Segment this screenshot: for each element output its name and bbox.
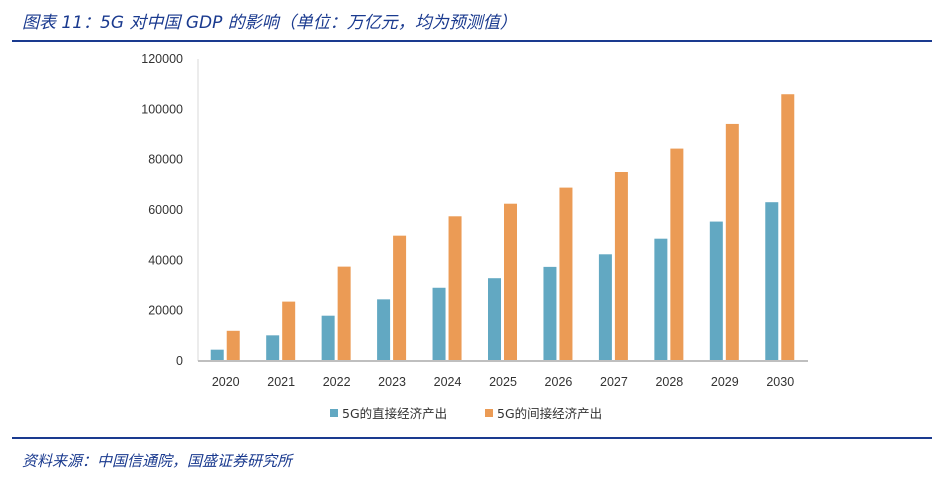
source-note: 资料来源：中国信通院，国盛证券研究所 <box>22 452 293 470</box>
bar-indirect-2028 <box>670 148 684 361</box>
bar-direct-2021 <box>266 335 280 361</box>
legend-label-indirect: 5G的间接经济产出 <box>497 406 602 421</box>
y-tick-label: 20000 <box>148 304 183 318</box>
bar-direct-2020 <box>210 349 224 361</box>
x-tick-label: 2030 <box>766 375 794 389</box>
bar-direct-2023 <box>377 299 391 361</box>
bar-direct-2030 <box>765 202 779 361</box>
x-tick-label: 2029 <box>711 375 739 389</box>
y-tick-label: 100000 <box>141 102 183 116</box>
bar-indirect-2024 <box>448 216 462 361</box>
x-tick-label: 2025 <box>489 375 517 389</box>
x-tick-label: 2024 <box>434 375 462 389</box>
x-tick-label: 2023 <box>378 375 406 389</box>
bar-indirect-2026 <box>559 187 573 361</box>
bar-indirect-2030 <box>781 94 795 361</box>
bar-indirect-2021 <box>282 301 296 361</box>
bar-indirect-2023 <box>393 235 407 361</box>
x-tick-label: 2022 <box>323 375 351 389</box>
bar-indirect-2020 <box>226 330 240 361</box>
x-tick-label: 2026 <box>545 375 573 389</box>
x-tick-label: 2020 <box>212 375 240 389</box>
bar-direct-2022 <box>321 315 335 361</box>
x-tick-label: 2028 <box>655 375 683 389</box>
bar-indirect-2022 <box>337 266 351 361</box>
title-divider <box>12 40 932 42</box>
bar-direct-2028 <box>654 238 668 361</box>
bar-direct-2029 <box>709 221 723 361</box>
y-tick-label: 0 <box>176 354 183 368</box>
y-tick-label: 120000 <box>141 52 183 66</box>
source-divider <box>12 437 932 439</box>
y-tick-label: 60000 <box>148 203 183 217</box>
bar-indirect-2025 <box>504 203 517 361</box>
bar-direct-2026 <box>543 266 557 361</box>
bar-direct-2025 <box>488 278 501 361</box>
bar-direct-2027 <box>598 254 612 361</box>
legend-swatch-indirect <box>485 409 493 417</box>
legend-swatch-direct <box>330 409 338 417</box>
x-tick-label: 2027 <box>600 375 628 389</box>
legend-label-direct: 5G的直接经济产出 <box>342 406 447 421</box>
y-tick-label: 80000 <box>148 153 183 167</box>
y-tick-label: 40000 <box>148 253 183 267</box>
bar-indirect-2027 <box>614 171 628 361</box>
figure-title: 图表 11：5G 对中国 GDP 的影响（单位：万亿元，均为预测值） <box>22 13 517 33</box>
bar-indirect-2029 <box>725 123 739 362</box>
bar-direct-2024 <box>432 287 446 361</box>
x-tick-label: 2021 <box>267 375 295 389</box>
